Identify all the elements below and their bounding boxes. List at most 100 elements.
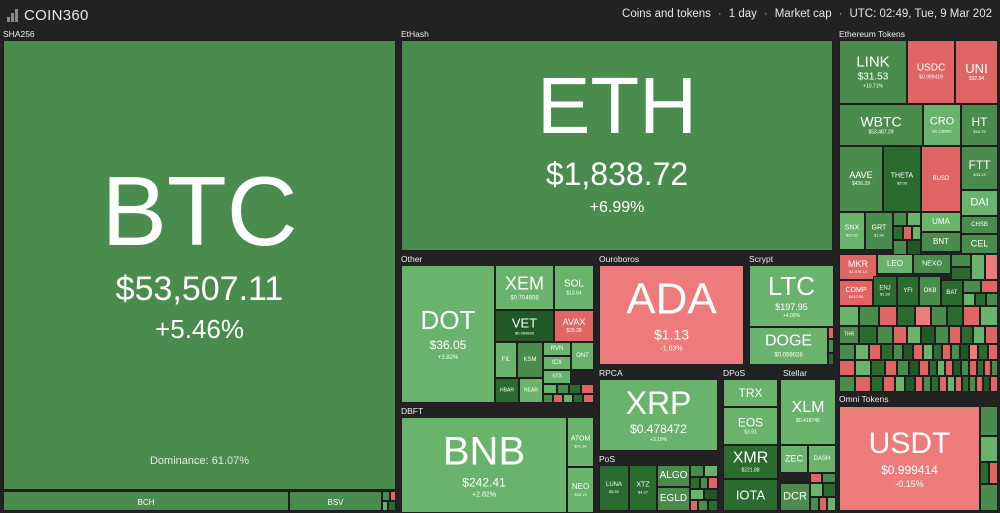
price: $0.704608 <box>510 295 539 301</box>
tile-mkr[interactable]: MKR $1,976.14 <box>839 254 877 280</box>
tile-bsv[interactable]: BSV <box>289 491 382 511</box>
tile-stx[interactable]: STX <box>543 370 571 384</box>
symbol: BAT <box>946 290 958 296</box>
tile-okb[interactable]: OKB <box>919 276 941 306</box>
symbol: EOS <box>737 415 764 430</box>
filter-view[interactable]: Coins and tokens <box>622 8 711 20</box>
change: -0.15% <box>895 478 924 489</box>
filter-period[interactable]: 1 day <box>728 8 757 20</box>
section-ouroboros: Ouroboros ADA $1.13 -1.03% <box>596 253 746 367</box>
symbol: AVAX <box>562 317 586 327</box>
tile-egld[interactable]: EGLD <box>657 487 690 511</box>
symbol: SNX <box>844 224 860 232</box>
tile-yfi[interactable]: YFI <box>897 276 919 306</box>
tile-xmr[interactable]: XMR $221.88 <box>723 445 778 479</box>
tile-theta[interactable]: THETA $5.06 <box>883 146 921 212</box>
tile-doge[interactable]: DOGE $0.059028 <box>749 327 828 365</box>
tile-luna[interactable]: LUNA $5.82 <box>599 465 629 511</box>
tile-xtz[interactable]: XTZ $4.07 <box>629 465 657 511</box>
tile-bat[interactable]: BAT <box>941 280 963 306</box>
tile-ont[interactable]: ONT <box>571 342 594 370</box>
tile-grt[interactable]: GRT $1.84 <box>865 212 893 250</box>
symbol: BTC <box>101 155 298 266</box>
tile-cro[interactable]: CRO $0.138856 <box>923 104 961 146</box>
price: $1.13 <box>653 326 690 343</box>
tile-uma[interactable]: UMA <box>921 212 961 232</box>
tile-ksm[interactable]: KSM <box>517 342 543 378</box>
tile-ftt[interactable]: FTT $33.13 <box>961 146 998 190</box>
tile-xrp[interactable]: XRP $0.478472 +3.19% <box>599 379 718 451</box>
clock: UTC: 02:49, Tue, 9 Mar 202 <box>849 8 992 20</box>
symbol: LTC <box>767 271 816 301</box>
tile-icx[interactable]: ICX <box>543 356 571 370</box>
filter-metric[interactable]: Market cap <box>774 8 832 20</box>
tile-bnt[interactable]: BNT <box>921 232 961 252</box>
tile-hbar[interactable]: HBAR <box>495 378 519 403</box>
tile-link[interactable]: LINK $31.53 +10.71% <box>839 40 907 104</box>
tile-dot[interactable]: DOT $36.05 +3.82% <box>401 265 495 403</box>
tile-vet[interactable]: VET $0.064890 <box>495 310 554 342</box>
tile-dash[interactable]: DASH <box>808 445 836 473</box>
symbol: USDC <box>916 62 946 74</box>
symbol: ONT <box>576 353 589 359</box>
tile-eos[interactable]: EOS $3.91 <box>723 407 778 445</box>
tile-atom[interactable]: ATOM $20.34 <box>567 417 594 467</box>
tile-ht[interactable]: HT $15.79 <box>961 104 998 146</box>
tile-ltc[interactable]: LTC $197.95 +4.09% <box>749 265 834 327</box>
symbol: NEXO <box>922 260 942 268</box>
app-logo[interactable]: COIN360 <box>7 7 89 24</box>
tile-cel[interactable]: CEL <box>961 234 998 254</box>
tile-fil[interactable]: FIL <box>495 342 517 378</box>
symbol: HBAR <box>500 387 514 393</box>
tile-nexo[interactable]: NEXO <box>913 254 951 274</box>
tile-usdt[interactable]: USDT $0.999414 -0.15% <box>839 406 980 511</box>
section-label: Ethereum Tokens <box>839 29 905 39</box>
section-dbft: DBFT BNB $242.41 +2.82% ATOM $20.34 NEO … <box>398 405 596 513</box>
tile-xlm[interactable]: XLM $0.418746 <box>780 379 836 445</box>
tile-bnb[interactable]: BNB $242.41 +2.82% <box>401 417 567 513</box>
symbol: ADA <box>626 274 717 324</box>
tile-bch[interactable]: BCH <box>3 491 289 511</box>
symbol: MKR <box>848 259 868 269</box>
symbol: YFI <box>903 288 913 294</box>
change: +6.99% <box>589 199 645 217</box>
tile-dai[interactable]: DAI <box>961 190 998 216</box>
symbol: BUSD <box>932 176 950 182</box>
tile-near[interactable]: NEAR <box>519 378 543 403</box>
tile-zec[interactable]: ZEC <box>780 445 808 473</box>
tile-avax[interactable]: AVAX $25.28 <box>554 310 594 342</box>
tile-uni[interactable]: UNI $32.94 <box>955 40 998 104</box>
tile-neo[interactable]: NEO $40.19 <box>567 467 594 513</box>
tile-leo[interactable]: LEO <box>877 254 913 274</box>
symbol: ZEC <box>785 453 803 464</box>
top-bar: COIN360 Coins and tokens · 1 day · Marke… <box>0 0 1000 28</box>
tile-eth[interactable]: ETH $1,838.72 +6.99% <box>401 40 833 251</box>
tile-thr[interactable]: THR <box>839 326 859 344</box>
tile-algo[interactable]: ALGO <box>657 465 690 487</box>
tile-aave[interactable]: AAVE $436.29 <box>839 146 883 212</box>
tile-comp[interactable]: COMP $412.56 <box>839 280 873 306</box>
tile-btc[interactable]: BTC $53,507.11 +5.46% Dominance: 61.07% <box>3 40 396 490</box>
symbol: IOTA <box>735 487 766 503</box>
tile-usdc[interactable]: USDC $0.999419 <box>907 40 955 104</box>
small-tokens-d <box>839 306 998 392</box>
tile-snx[interactable]: SNX $20.81 <box>839 212 865 250</box>
price: $0.059028 <box>774 352 803 359</box>
tile-ada[interactable]: ADA $1.13 -1.03% <box>599 265 744 365</box>
price: $0.999414 <box>881 462 938 477</box>
tile-busd[interactable]: BUSD <box>921 146 961 212</box>
small-tokens-b <box>951 254 998 280</box>
tile-wbtc[interactable]: WBTC $53,487.29 <box>839 104 923 146</box>
tile-xem[interactable]: XEM $0.704608 <box>495 265 554 310</box>
tile-iota[interactable]: IOTA <box>723 479 778 511</box>
tile-rvn[interactable]: RVN <box>543 342 571 356</box>
change: +10.71% <box>863 83 883 90</box>
tile-chsb[interactable]: CHSB <box>961 216 998 234</box>
price: $197.95 <box>775 302 808 312</box>
price: $0.138856 <box>932 128 952 134</box>
tile-dcr[interactable]: DCR <box>780 483 810 511</box>
tile-sol[interactable]: SOL $13.64 <box>554 265 594 310</box>
tile-trx[interactable]: TRX <box>723 379 778 407</box>
tile-enj[interactable]: ENJ $1.89 <box>873 276 897 306</box>
price: $0.418746 <box>796 418 820 424</box>
